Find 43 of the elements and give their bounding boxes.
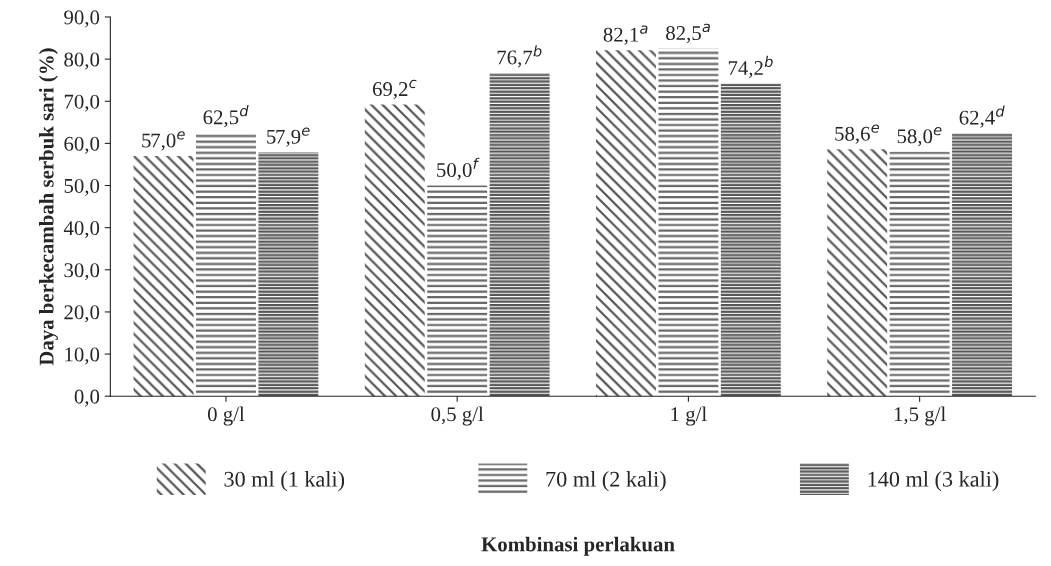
y-tick-label: 90,0 — [64, 10, 100, 28]
data-label: 62,5$^{d}$ — [203, 105, 249, 128]
bar — [720, 83, 781, 397]
y-tick-label: 80,0 — [64, 52, 100, 70]
y-tick-label: 70,0 — [64, 94, 100, 112]
y-tick-label: 30,0 — [64, 263, 100, 281]
bar — [133, 156, 194, 397]
x-tick-label: 0 g/l — [207, 406, 245, 426]
data-label: 50,0$^{f}$ — [437, 157, 480, 181]
bar — [827, 149, 888, 397]
data-label: 82,1$^{a}$ — [603, 25, 648, 45]
y-tick-label: 60,0 — [64, 136, 100, 154]
data-label: 69,2$^{c}$ — [372, 79, 417, 100]
y-tick-label: 20,0 — [64, 305, 100, 323]
y-tick-label: 40,0 — [63, 221, 100, 239]
x-tick-label: 1 g/l — [671, 406, 707, 426]
y-tick-label: 0,0 — [74, 389, 100, 407]
data-label: 57,9$^{e}$ — [267, 127, 310, 147]
bar — [489, 73, 550, 397]
bar — [196, 132, 256, 397]
bar — [596, 50, 656, 397]
bar — [364, 104, 425, 397]
text: Kombinasi perlakuan — [481, 536, 675, 556]
x-tick-label: 1,5 g/l — [894, 406, 946, 426]
data-label: 82,5$^{a}$ — [666, 23, 710, 44]
legend-label: 140 ml (3 kali) — [868, 471, 999, 492]
bar — [258, 152, 319, 397]
y-axis-title: Daya berkecambah serbuk sari (%) — [38, 48, 58, 366]
data-label: 58,0$^{e}$ — [897, 126, 942, 147]
bar — [427, 185, 488, 397]
data-label: 76,7$^{b}$ — [497, 45, 542, 68]
legend-label: 70 ml (2 kali) — [546, 471, 666, 492]
bar — [889, 151, 950, 397]
y-tick-label: 50,0 — [64, 178, 100, 196]
bar — [658, 48, 719, 397]
data-label: 57,0$^{e}$ — [142, 131, 185, 151]
data-label: 58,6$^{e}$ — [835, 124, 880, 144]
data-label: 62,4$^{d}$ — [959, 105, 1005, 128]
data-label: 74,2$^{b}$ — [728, 55, 773, 79]
x-tick-label: 0,5 g/l — [431, 406, 484, 426]
y-tick-label: 10,0 — [65, 347, 100, 365]
bar — [952, 133, 1013, 397]
legend-label: 30 ml (1 kali) — [224, 471, 345, 492]
